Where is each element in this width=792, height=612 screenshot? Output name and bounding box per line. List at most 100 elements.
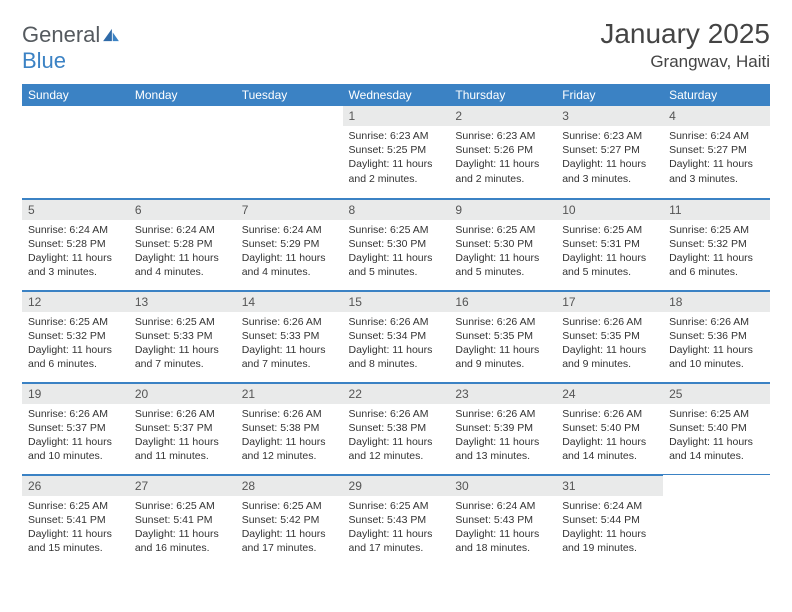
day-details: Sunrise: 6:26 AMSunset: 5:37 PMDaylight:… (22, 404, 129, 470)
month-title: January 2025 (600, 18, 770, 50)
weekday-wednesday: Wednesday (343, 84, 450, 106)
day-details: Sunrise: 6:26 AMSunset: 5:34 PMDaylight:… (343, 312, 450, 378)
calendar-row: 26Sunrise: 6:25 AMSunset: 5:41 PMDayligh… (22, 474, 770, 566)
day-details: Sunrise: 6:25 AMSunset: 5:32 PMDaylight:… (22, 312, 129, 378)
brand-part1: General (22, 22, 100, 47)
day-number: 20 (129, 383, 236, 404)
day-number: 7 (236, 199, 343, 220)
day-details: Sunrise: 6:26 AMSunset: 5:38 PMDaylight:… (236, 404, 343, 470)
calendar-cell: 14Sunrise: 6:26 AMSunset: 5:33 PMDayligh… (236, 290, 343, 382)
day-number: 16 (449, 291, 556, 312)
day-number: 15 (343, 291, 450, 312)
day-number: 9 (449, 199, 556, 220)
day-details: Sunrise: 6:24 AMSunset: 5:43 PMDaylight:… (449, 496, 556, 562)
calendar-cell: 19Sunrise: 6:26 AMSunset: 5:37 PMDayligh… (22, 382, 129, 474)
calendar-cell: 4Sunrise: 6:24 AMSunset: 5:27 PMDaylight… (663, 106, 770, 198)
day-number: 17 (556, 291, 663, 312)
day-details: Sunrise: 6:25 AMSunset: 5:41 PMDaylight:… (22, 496, 129, 562)
calendar-row: 5Sunrise: 6:24 AMSunset: 5:28 PMDaylight… (22, 198, 770, 290)
day-details: Sunrise: 6:25 AMSunset: 5:30 PMDaylight:… (343, 220, 450, 286)
day-details: Sunrise: 6:23 AMSunset: 5:27 PMDaylight:… (556, 126, 663, 192)
calendar-row: 19Sunrise: 6:26 AMSunset: 5:37 PMDayligh… (22, 382, 770, 474)
weekday-tuesday: Tuesday (236, 84, 343, 106)
calendar-cell: 27Sunrise: 6:25 AMSunset: 5:41 PMDayligh… (129, 474, 236, 566)
weekday-friday: Friday (556, 84, 663, 106)
day-details: Sunrise: 6:24 AMSunset: 5:28 PMDaylight:… (22, 220, 129, 286)
day-number: 21 (236, 383, 343, 404)
day-number: 6 (129, 199, 236, 220)
calendar-cell: 16Sunrise: 6:26 AMSunset: 5:35 PMDayligh… (449, 290, 556, 382)
calendar-cell: 22Sunrise: 6:26 AMSunset: 5:38 PMDayligh… (343, 382, 450, 474)
day-number: 24 (556, 383, 663, 404)
weekday-saturday: Saturday (663, 84, 770, 106)
day-details: Sunrise: 6:25 AMSunset: 5:42 PMDaylight:… (236, 496, 343, 562)
day-details: Sunrise: 6:25 AMSunset: 5:30 PMDaylight:… (449, 220, 556, 286)
calendar-cell (236, 106, 343, 198)
brand-logo: General Blue (22, 22, 120, 74)
day-number: 11 (663, 199, 770, 220)
day-details: Sunrise: 6:26 AMSunset: 5:37 PMDaylight:… (129, 404, 236, 470)
calendar-cell: 15Sunrise: 6:26 AMSunset: 5:34 PMDayligh… (343, 290, 450, 382)
calendar-cell: 12Sunrise: 6:25 AMSunset: 5:32 PMDayligh… (22, 290, 129, 382)
calendar-cell: 31Sunrise: 6:24 AMSunset: 5:44 PMDayligh… (556, 474, 663, 566)
day-details: Sunrise: 6:26 AMSunset: 5:38 PMDaylight:… (343, 404, 450, 470)
day-details: Sunrise: 6:25 AMSunset: 5:32 PMDaylight:… (663, 220, 770, 286)
calendar-row: 12Sunrise: 6:25 AMSunset: 5:32 PMDayligh… (22, 290, 770, 382)
calendar-cell: 24Sunrise: 6:26 AMSunset: 5:40 PMDayligh… (556, 382, 663, 474)
calendar-cell (663, 474, 770, 566)
day-number: 10 (556, 199, 663, 220)
day-number: 3 (556, 106, 663, 126)
day-number: 2 (449, 106, 556, 126)
calendar-cell: 23Sunrise: 6:26 AMSunset: 5:39 PMDayligh… (449, 382, 556, 474)
calendar-cell: 6Sunrise: 6:24 AMSunset: 5:28 PMDaylight… (129, 198, 236, 290)
day-details: Sunrise: 6:26 AMSunset: 5:35 PMDaylight:… (449, 312, 556, 378)
calendar-body: 1Sunrise: 6:23 AMSunset: 5:25 PMDaylight… (22, 106, 770, 566)
day-details: Sunrise: 6:25 AMSunset: 5:41 PMDaylight:… (129, 496, 236, 562)
day-number: 4 (663, 106, 770, 126)
day-details: Sunrise: 6:23 AMSunset: 5:25 PMDaylight:… (343, 126, 450, 192)
day-details: Sunrise: 6:25 AMSunset: 5:33 PMDaylight:… (129, 312, 236, 378)
day-details: Sunrise: 6:26 AMSunset: 5:39 PMDaylight:… (449, 404, 556, 470)
day-details: Sunrise: 6:25 AMSunset: 5:31 PMDaylight:… (556, 220, 663, 286)
day-details: Sunrise: 6:24 AMSunset: 5:28 PMDaylight:… (129, 220, 236, 286)
calendar-cell: 29Sunrise: 6:25 AMSunset: 5:43 PMDayligh… (343, 474, 450, 566)
weekday-thursday: Thursday (449, 84, 556, 106)
day-number: 8 (343, 199, 450, 220)
calendar-cell: 18Sunrise: 6:26 AMSunset: 5:36 PMDayligh… (663, 290, 770, 382)
calendar-table: SundayMondayTuesdayWednesdayThursdayFrid… (22, 84, 770, 566)
calendar-row: 1Sunrise: 6:23 AMSunset: 5:25 PMDaylight… (22, 106, 770, 198)
day-number: 22 (343, 383, 450, 404)
calendar-cell: 1Sunrise: 6:23 AMSunset: 5:25 PMDaylight… (343, 106, 450, 198)
calendar-cell: 25Sunrise: 6:25 AMSunset: 5:40 PMDayligh… (663, 382, 770, 474)
calendar-cell: 8Sunrise: 6:25 AMSunset: 5:30 PMDaylight… (343, 198, 450, 290)
calendar-cell: 2Sunrise: 6:23 AMSunset: 5:26 PMDaylight… (449, 106, 556, 198)
title-block: January 2025 Grangwav, Haiti (600, 18, 770, 72)
calendar-cell: 13Sunrise: 6:25 AMSunset: 5:33 PMDayligh… (129, 290, 236, 382)
day-details: Sunrise: 6:25 AMSunset: 5:40 PMDaylight:… (663, 404, 770, 470)
day-number: 26 (22, 475, 129, 496)
calendar-cell (22, 106, 129, 198)
day-details: Sunrise: 6:26 AMSunset: 5:35 PMDaylight:… (556, 312, 663, 378)
day-details: Sunrise: 6:26 AMSunset: 5:40 PMDaylight:… (556, 404, 663, 470)
day-details: Sunrise: 6:26 AMSunset: 5:36 PMDaylight:… (663, 312, 770, 378)
day-details: Sunrise: 6:24 AMSunset: 5:27 PMDaylight:… (663, 126, 770, 192)
calendar-cell: 10Sunrise: 6:25 AMSunset: 5:31 PMDayligh… (556, 198, 663, 290)
day-details: Sunrise: 6:23 AMSunset: 5:26 PMDaylight:… (449, 126, 556, 192)
day-details: Sunrise: 6:24 AMSunset: 5:44 PMDaylight:… (556, 496, 663, 562)
day-number: 5 (22, 199, 129, 220)
calendar-cell: 5Sunrise: 6:24 AMSunset: 5:28 PMDaylight… (22, 198, 129, 290)
weekday-sunday: Sunday (22, 84, 129, 106)
calendar-cell: 21Sunrise: 6:26 AMSunset: 5:38 PMDayligh… (236, 382, 343, 474)
day-number: 25 (663, 383, 770, 404)
calendar-cell: 17Sunrise: 6:26 AMSunset: 5:35 PMDayligh… (556, 290, 663, 382)
calendar-cell: 3Sunrise: 6:23 AMSunset: 5:27 PMDaylight… (556, 106, 663, 198)
day-number: 18 (663, 291, 770, 312)
weekday-row: SundayMondayTuesdayWednesdayThursdayFrid… (22, 84, 770, 106)
weekday-monday: Monday (129, 84, 236, 106)
day-number: 28 (236, 475, 343, 496)
calendar-cell: 20Sunrise: 6:26 AMSunset: 5:37 PMDayligh… (129, 382, 236, 474)
calendar-cell: 28Sunrise: 6:25 AMSunset: 5:42 PMDayligh… (236, 474, 343, 566)
day-number: 23 (449, 383, 556, 404)
calendar-cell: 9Sunrise: 6:25 AMSunset: 5:30 PMDaylight… (449, 198, 556, 290)
header: General Blue January 2025 Grangwav, Hait… (22, 18, 770, 74)
